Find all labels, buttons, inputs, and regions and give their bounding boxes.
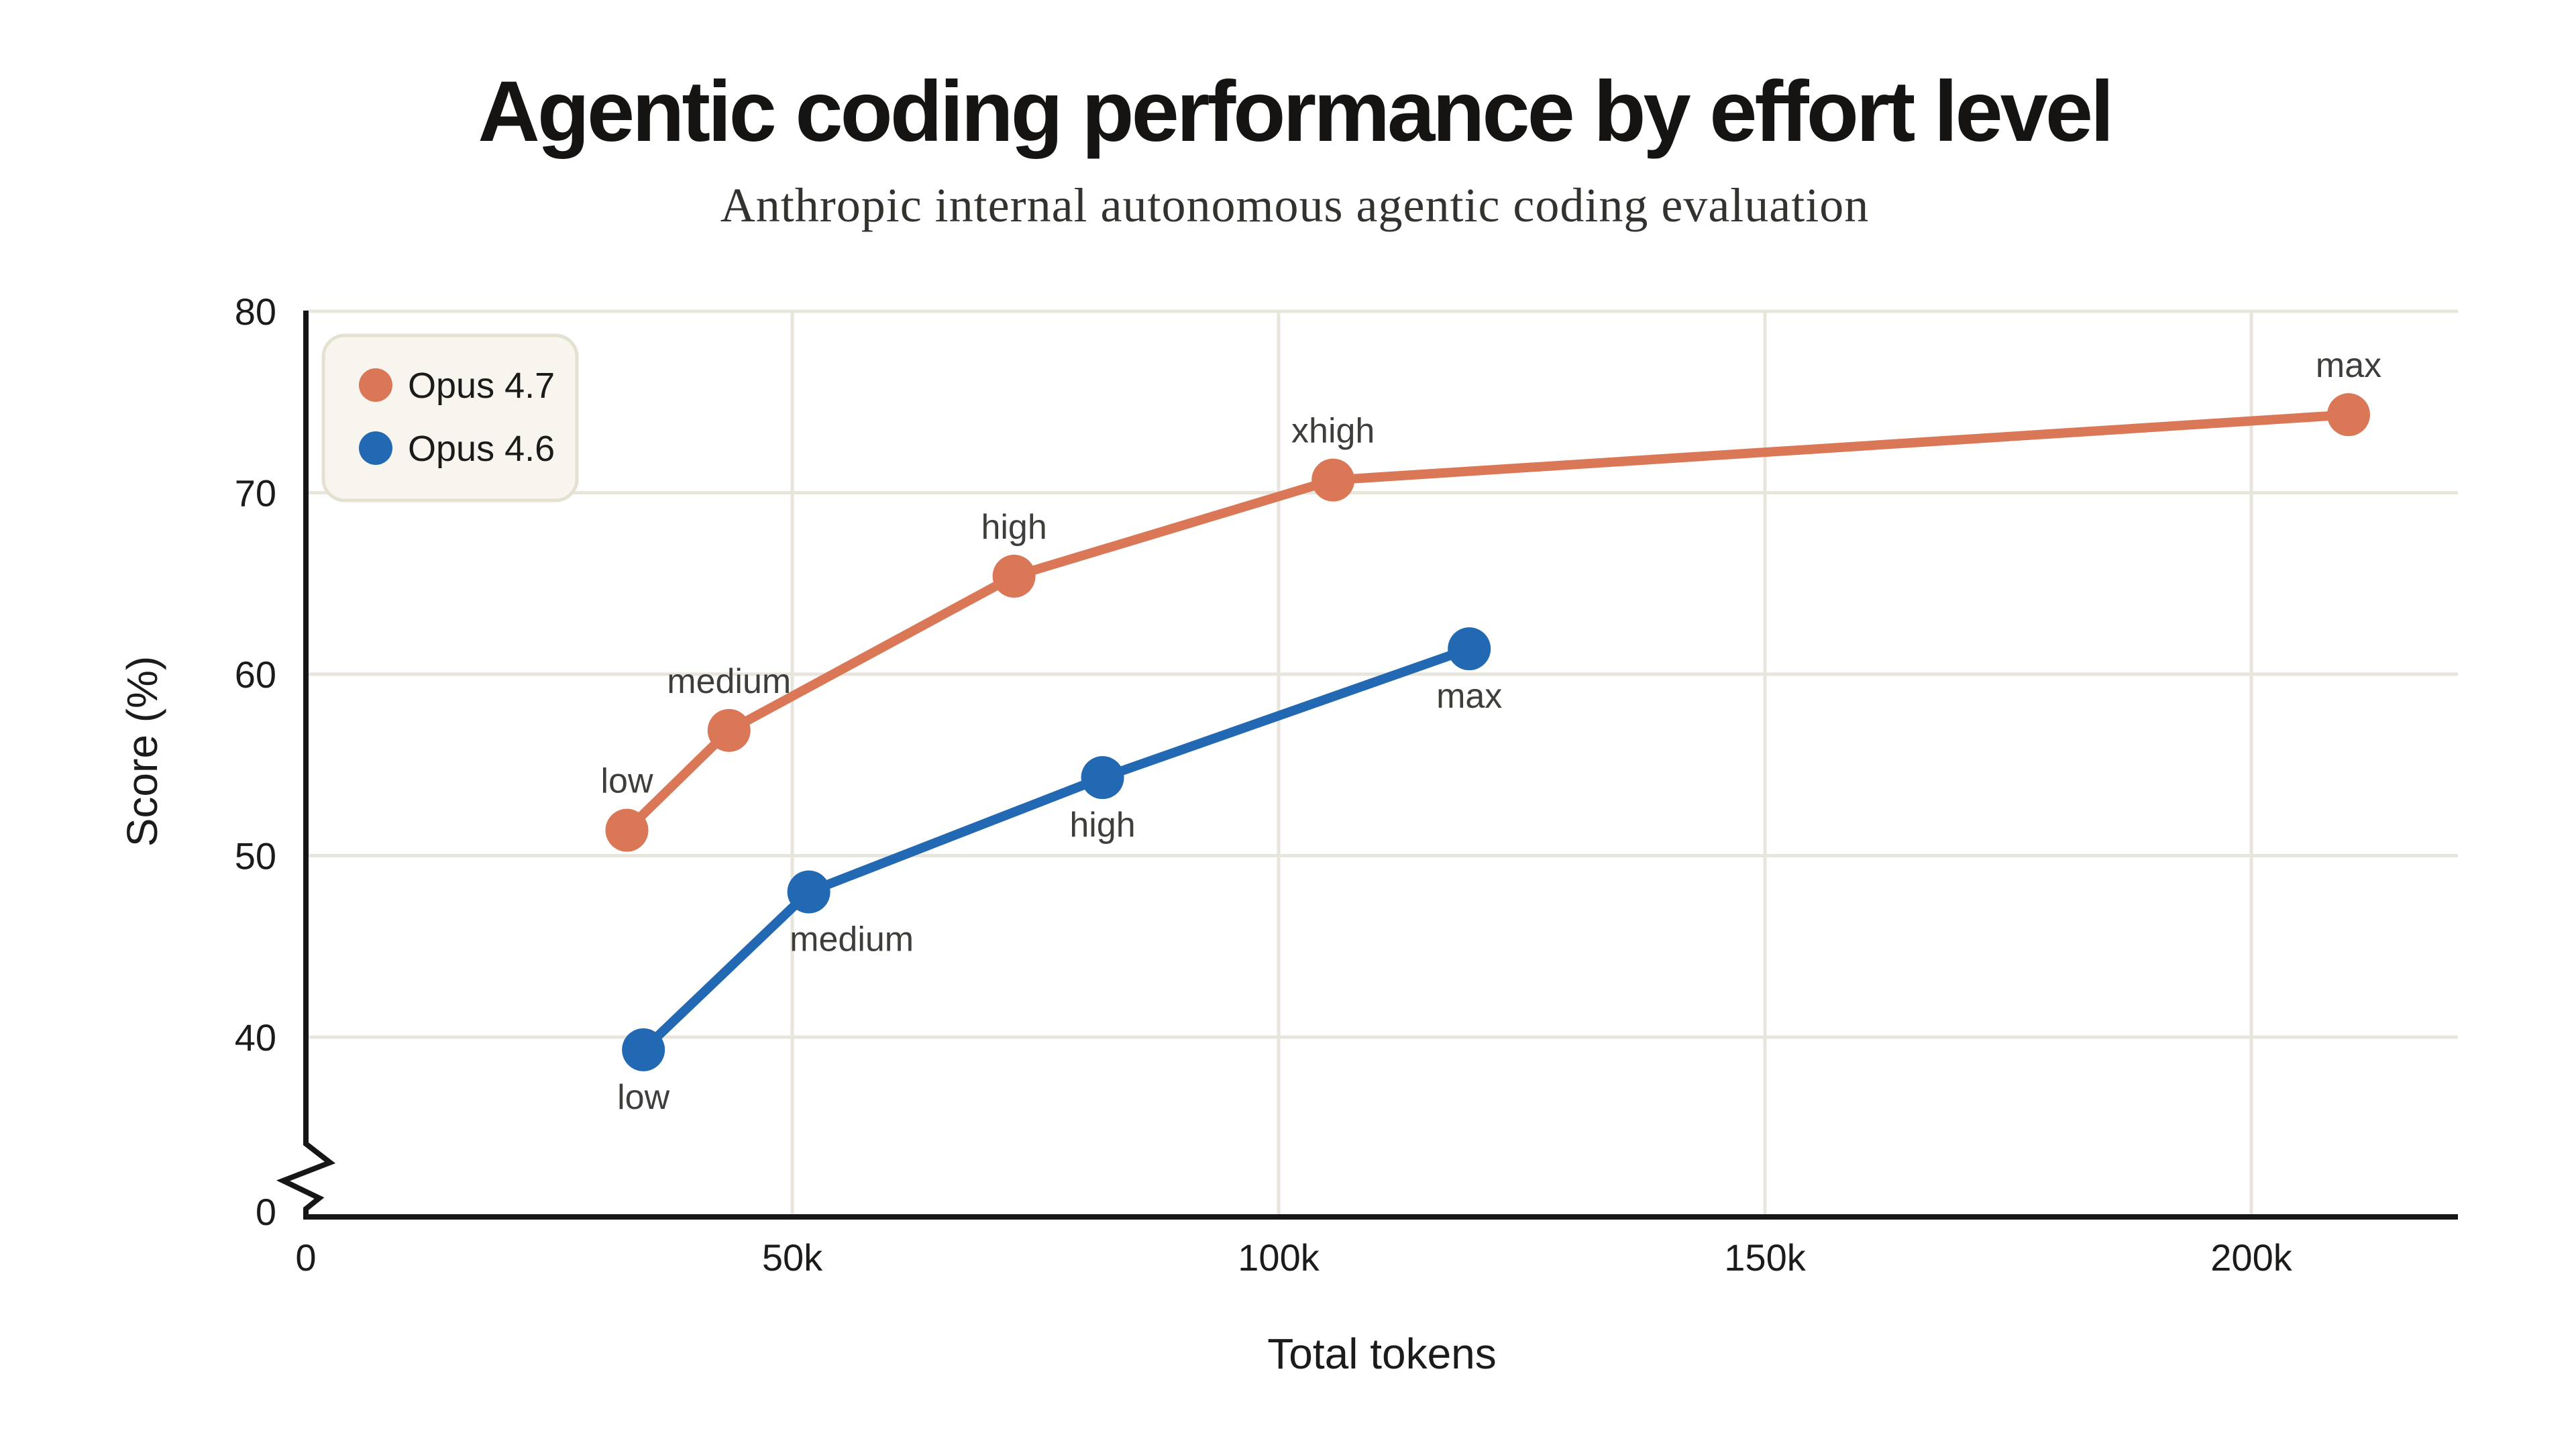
y-tick-label: 40 bbox=[235, 1016, 276, 1059]
x-tick-label: 0 bbox=[295, 1236, 316, 1279]
legend-box bbox=[321, 333, 579, 502]
x-axis-title: Total tokens bbox=[1267, 1330, 1497, 1378]
y-axis-title: Score (%) bbox=[118, 656, 166, 847]
data-point bbox=[787, 870, 830, 914]
legend-label-opus-4-6: Opus 4.6 bbox=[408, 429, 555, 469]
data-point bbox=[707, 708, 751, 752]
data-point bbox=[992, 554, 1036, 598]
chart-subtitle: Anthropic internal autonomous agentic co… bbox=[720, 178, 1870, 232]
y-tick-label: 70 bbox=[235, 472, 276, 515]
point-label: low bbox=[617, 1078, 669, 1117]
legend: Opus 4.7 Opus 4.6 bbox=[321, 333, 579, 502]
data-point bbox=[2327, 393, 2370, 437]
y-tick-label: 80 bbox=[235, 290, 276, 333]
point-label: medium bbox=[667, 662, 791, 701]
point-label: high bbox=[1069, 806, 1135, 845]
point-label: medium bbox=[790, 920, 914, 959]
point-label: xhigh bbox=[1291, 412, 1375, 451]
gridlines bbox=[306, 309, 2458, 1214]
series-line bbox=[622, 410, 2353, 835]
point-label: max bbox=[1436, 677, 1502, 716]
data-point bbox=[1311, 458, 1355, 502]
data-point bbox=[1081, 756, 1124, 800]
axes bbox=[276, 311, 2458, 1220]
x-tick-label: 100k bbox=[1238, 1236, 1320, 1279]
data-point bbox=[605, 808, 649, 852]
y-tick-label: 60 bbox=[235, 653, 276, 696]
legend-swatch-opus-4-6 bbox=[359, 431, 392, 465]
data-point bbox=[1448, 627, 1491, 671]
tick-labels: 0 50k 100k 150k 200k 0 40 50 60 70 80 bbox=[235, 290, 2293, 1279]
chart-title: Agentic coding performance by effort lev… bbox=[478, 64, 2111, 160]
y-tick-label: 50 bbox=[235, 835, 276, 877]
point-label: low bbox=[600, 762, 653, 801]
point-label: max bbox=[2316, 346, 2381, 385]
legend-label-opus-4-7: Opus 4.7 bbox=[408, 366, 555, 406]
series: low medium high xhigh max low medium high max bbox=[600, 346, 2381, 1117]
x-tick-label: 200k bbox=[2210, 1236, 2292, 1279]
y-tick-label: 0 bbox=[256, 1191, 276, 1233]
legend-swatch-opus-4-7 bbox=[359, 368, 392, 402]
axis-spines-with-break bbox=[276, 311, 2458, 1220]
series-line bbox=[639, 644, 1474, 1055]
x-tick-label: 150k bbox=[1724, 1236, 1806, 1279]
point-label: high bbox=[981, 508, 1046, 547]
data-point bbox=[622, 1028, 665, 1071]
x-tick-label: 50k bbox=[762, 1236, 823, 1279]
